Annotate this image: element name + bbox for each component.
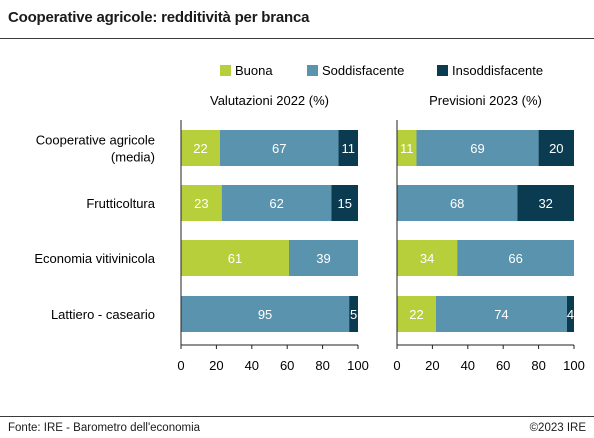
legend-swatch-insoddisfacente — [437, 65, 448, 76]
bar-soddisfacente — [288, 240, 358, 276]
x-tick-label: 40 — [461, 358, 475, 373]
bar-soddisfacente — [397, 185, 518, 221]
x-tick-label: 20 — [209, 358, 223, 373]
category-label: Lattiero - caseario — [51, 307, 155, 322]
bar-soddisfacente — [219, 130, 339, 166]
x-tick-label: 60 — [280, 358, 294, 373]
bar-insoddisfacente — [566, 296, 574, 332]
bar-buona — [397, 296, 436, 332]
data-label: 66 — [508, 251, 522, 266]
data-label: 22 — [409, 307, 423, 322]
data-label: 69 — [470, 141, 484, 156]
legend-label-buona: Buona — [235, 63, 273, 78]
data-label: 61 — [228, 251, 242, 266]
x-tick-label: 60 — [496, 358, 510, 373]
bar-soddisfacente — [457, 240, 574, 276]
bar-soddisfacente — [416, 130, 539, 166]
data-label: 15 — [337, 196, 351, 211]
data-label: 5 — [350, 307, 357, 322]
x-tick-label: 40 — [245, 358, 259, 373]
data-label: 20 — [549, 141, 563, 156]
data-label: 11 — [342, 141, 356, 156]
data-label: 67 — [272, 141, 286, 156]
data-label: 62 — [269, 196, 283, 211]
stacked-bar-chart: Buona Soddisfacente Insoddisfacente Valutaz… — [34, 63, 585, 373]
bar-insoddisfacente — [349, 296, 358, 332]
bar-insoddisfacente — [538, 130, 574, 166]
bar-buona — [181, 185, 222, 221]
category-label: Cooperative agricole (media) — [36, 133, 155, 165]
bar-buona — [397, 240, 458, 276]
data-label: 4 — [567, 307, 574, 322]
bar-soddisfacente — [181, 296, 350, 332]
x-tick-label: 80 — [315, 358, 329, 373]
data-label: 95 — [258, 307, 272, 322]
legend-swatch-buona — [220, 65, 231, 76]
legend-label-insoddisfacente: Insoddisfacente — [452, 63, 543, 78]
bar-buona — [181, 130, 220, 166]
bar-buona — [181, 240, 289, 276]
data-label: 68 — [450, 196, 464, 211]
category-label: Economia vitivinicola — [34, 251, 155, 266]
category-label-line: Frutticoltura — [86, 196, 155, 211]
category-label: Frutticoltura — [86, 196, 155, 211]
bar-soddisfacente — [435, 296, 567, 332]
data-label: 34 — [420, 251, 434, 266]
source-note: Fonte: IRE - Barometro dell'economia — [8, 422, 201, 434]
bottom-rule — [0, 416, 594, 417]
data-label: 74 — [494, 307, 508, 322]
top-rule — [0, 38, 594, 39]
x-tick-label: 20 — [425, 358, 439, 373]
x-tick-label: 80 — [531, 358, 545, 373]
panel-title-1: Valutazioni 2022 (%) — [210, 93, 329, 108]
bar-soddisfacente — [221, 185, 332, 221]
x-tick-label: 0 — [177, 358, 184, 373]
copyright-note: ©2023 IRE — [529, 422, 586, 434]
data-label: 39 — [316, 251, 330, 266]
data-label: 11 — [400, 141, 414, 156]
data-label: 23 — [194, 196, 208, 211]
bar-insoddisfacente — [517, 185, 574, 221]
bar-insoddisfacente — [331, 185, 358, 221]
data-label: 22 — [193, 141, 207, 156]
page-title: Cooperative agricole: redditività per br… — [8, 9, 310, 26]
bar-insoddisfacente — [338, 130, 358, 166]
category-label-line: (media) — [111, 150, 155, 165]
data-label: 32 — [538, 196, 552, 211]
legend-label-soddisfacente: Soddisfacente — [322, 63, 404, 78]
category-label-line: Lattiero - caseario — [51, 307, 155, 322]
legend-swatch-soddisfacente — [307, 65, 318, 76]
panel-title-2: Previsioni 2023 (%) — [429, 93, 542, 108]
bar-buona — [397, 130, 417, 166]
x-tick-label: 100 — [563, 358, 585, 373]
x-tick-label: 0 — [393, 358, 400, 373]
x-tick-label: 100 — [347, 358, 369, 373]
category-label-line: Economia vitivinicola — [34, 251, 155, 266]
category-label-line: Cooperative agricole — [36, 133, 155, 148]
